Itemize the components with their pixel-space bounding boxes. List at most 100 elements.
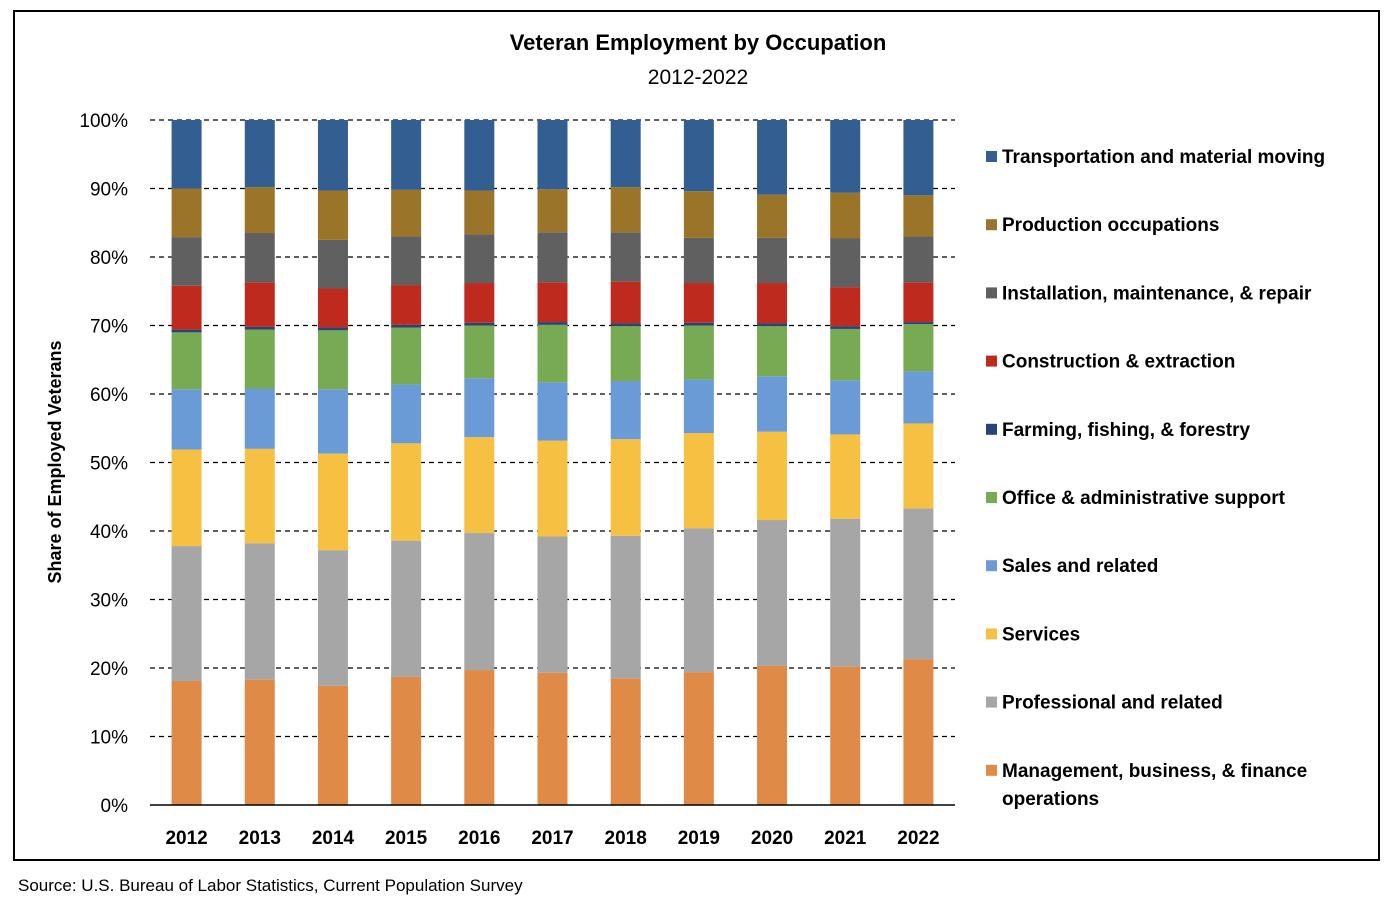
bar-segment [464, 120, 495, 191]
bar-segment [464, 234, 495, 284]
legend-item: Farming, fishing, & forestry [986, 420, 1251, 441]
x-tick-label: 2020 [751, 828, 793, 849]
bar-segment [171, 237, 202, 286]
bar-segment [683, 322, 714, 326]
bar-segment [317, 239, 348, 289]
legend-item: Installation, maintenance, & repair [986, 283, 1312, 304]
legend: Transportation and material moving Produc… [986, 147, 1325, 810]
bar-segment [757, 520, 788, 666]
legend-swatch [986, 696, 997, 708]
y-tick-label: 60% [90, 385, 128, 406]
legend-swatch [986, 355, 997, 367]
bar-segment [683, 528, 714, 673]
legend-swatch [986, 151, 997, 162]
bar-segment [610, 380, 641, 440]
bar-segment [171, 449, 202, 547]
bar-segment [171, 546, 202, 682]
bar-stack-2018 [610, 120, 641, 805]
bar-segment [244, 329, 275, 389]
bar-segment [537, 322, 568, 325]
bar-segment [903, 322, 934, 325]
bars [171, 120, 934, 805]
bar-segment [244, 187, 275, 234]
legend-swatch [986, 492, 997, 503]
bar-stack-2012 [171, 120, 202, 805]
bar-segment [610, 281, 641, 324]
bar-segment [683, 433, 714, 529]
legend-item: Transportation and material moving [986, 147, 1325, 168]
y-tick-label: 90% [90, 180, 128, 201]
bar-segment [244, 388, 275, 449]
bar-segment [683, 283, 714, 323]
bar-segment [683, 191, 714, 238]
x-tick-label: 2017 [531, 828, 573, 849]
bar-segment [903, 236, 934, 283]
bar-segment [464, 670, 495, 805]
bar-segment [317, 327, 348, 331]
bar-segment [757, 194, 788, 238]
legend-item: Office & administrative support [986, 488, 1286, 509]
gridlines [150, 119, 955, 738]
bar-segment [757, 323, 788, 327]
legend-label: Sales and related [1002, 556, 1158, 577]
bar-segment [391, 236, 422, 286]
legend-label: Services [1002, 624, 1080, 645]
bar-stack-2015 [391, 120, 422, 805]
bar-segment [830, 328, 861, 381]
bar-segment [830, 380, 861, 435]
bar-segment [317, 120, 348, 191]
bar-stack-2021 [830, 120, 861, 805]
bar-segment [903, 659, 934, 805]
legend-swatch [986, 628, 997, 640]
legend-label: Production occupations [1002, 215, 1219, 236]
legend-label: Installation, maintenance, & repair [1002, 283, 1312, 304]
y-axis-label: Share of Employed Veterans [45, 340, 65, 583]
legend-label: Transportation and material moving [1002, 147, 1325, 168]
bar-segment [757, 283, 788, 324]
bar-segment [464, 378, 495, 438]
bar-segment [317, 330, 348, 390]
bar-segment [903, 423, 934, 509]
bar-segment [830, 518, 861, 667]
bar-stack-2016 [464, 120, 495, 805]
legend-item: Professional and related [986, 693, 1223, 714]
y-tick-label: 50% [90, 454, 128, 475]
bar-segment [171, 188, 202, 238]
bar-segment [391, 676, 422, 805]
legend-label: Office & administrative support [1002, 488, 1286, 509]
legend-label: Management, business, & finance operation… [1002, 761, 1307, 810]
x-tick-label: 2018 [605, 828, 647, 849]
chart-frame [13, 10, 1380, 861]
chart-title: Veteran Employment by Occupation [510, 30, 887, 55]
axes: 0% 10% 20% 30% 40% 50% 60% 70% 80% 90% 100% 2012 201… [79, 111, 955, 849]
bar-stack-2020 [757, 120, 788, 805]
bar-segment [317, 453, 348, 551]
bar-segment [610, 323, 641, 327]
bar-segment [757, 237, 788, 284]
legend-swatch [986, 287, 997, 299]
bar-segment [610, 439, 641, 536]
bar-segment [757, 665, 788, 805]
x-tick-label: 2013 [239, 828, 281, 849]
legend-swatch [986, 423, 997, 435]
bar-segment [610, 120, 641, 188]
x-tick-label: 2016 [458, 828, 500, 849]
bar-segment [537, 232, 568, 283]
bar-segment [683, 325, 714, 380]
bar-segment [244, 448, 275, 544]
bar-segment [903, 282, 934, 323]
bar-segment [464, 437, 495, 534]
bar-segment [537, 189, 568, 233]
bar-segment [317, 685, 348, 805]
bar-segment [244, 282, 275, 327]
bar-segment [830, 434, 861, 519]
y-tick-label: 0% [101, 796, 129, 817]
bar-segment [391, 540, 422, 677]
bar-segment [683, 379, 714, 434]
x-tick-label: 2022 [897, 828, 939, 849]
source-note: Source: U.S. Bureau of Labor Statistics,… [18, 876, 523, 895]
y-tick-label: 10% [90, 728, 128, 749]
chart-subtitle: 2012-2022 [648, 66, 748, 89]
legend-item: Production occupations [986, 215, 1219, 236]
bar-stack-2014 [317, 120, 348, 805]
